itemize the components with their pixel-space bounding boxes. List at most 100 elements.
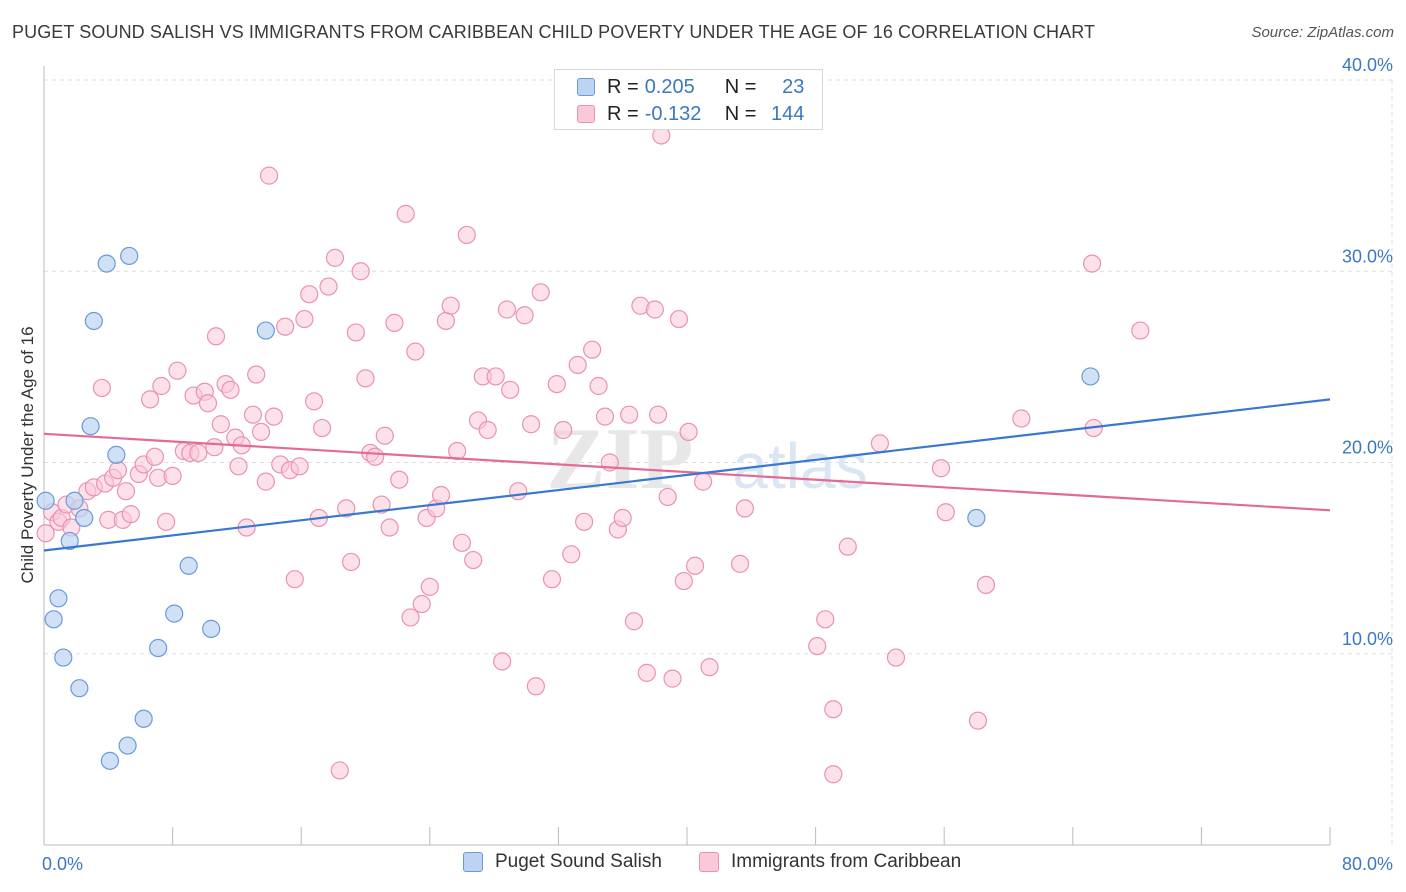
data-point-caribbean xyxy=(501,380,520,399)
data-point-salish xyxy=(44,610,63,629)
data-point-caribbean xyxy=(121,505,140,524)
data-point-caribbean xyxy=(685,556,705,575)
data-point-caribbean xyxy=(243,405,263,424)
trend-line-caribbean xyxy=(43,432,1331,512)
data-point-caribbean xyxy=(457,225,476,245)
data-point-caribbean xyxy=(595,407,615,426)
data-point-caribbean xyxy=(256,472,275,491)
legend-swatch-pink xyxy=(577,105,595,123)
legend-row-immigrants-from-caribbean: R = -0.132 N = 144 xyxy=(577,101,804,127)
data-point-caribbean xyxy=(542,570,562,589)
axes xyxy=(43,66,1331,846)
data-point-salish xyxy=(97,254,116,273)
y-tick-label: 20.0% xyxy=(1342,438,1393,458)
legend-n-value: 23 xyxy=(782,75,805,98)
y-tick-label: 40.0% xyxy=(1342,55,1393,75)
data-point-caribbean xyxy=(319,277,338,296)
data-point-salish xyxy=(49,589,68,608)
data-point-caribbean xyxy=(140,390,160,409)
data-point-caribbean xyxy=(366,447,385,466)
source-credit: Source: ZipAtlas.com xyxy=(1251,24,1394,41)
data-point-caribbean xyxy=(264,407,283,426)
data-point-caribbean xyxy=(221,380,240,399)
data-point-caribbean xyxy=(521,415,541,434)
data-point-caribbean xyxy=(931,459,951,478)
y-tick-label: 30.0% xyxy=(1342,246,1393,266)
data-point-salish xyxy=(107,445,126,464)
data-point-caribbean xyxy=(554,420,573,440)
data-point-caribbean xyxy=(968,711,988,730)
data-point-caribbean xyxy=(351,262,370,281)
data-point-salish xyxy=(179,556,198,575)
data-point-caribbean xyxy=(693,472,713,491)
data-point-caribbean xyxy=(372,495,391,514)
data-point-caribbean xyxy=(375,426,394,445)
data-point-caribbean xyxy=(838,537,857,556)
trend-lines xyxy=(43,398,1331,552)
data-point-caribbean xyxy=(568,355,587,375)
data-point-caribbean xyxy=(497,300,517,319)
data-point-salish xyxy=(70,679,89,698)
data-point-caribbean xyxy=(547,374,566,394)
data-point-caribbean xyxy=(624,612,644,631)
data-point-caribbean xyxy=(645,300,664,319)
data-point-caribbean xyxy=(330,761,349,780)
data-point-caribbean xyxy=(396,204,415,223)
data-point-caribbean xyxy=(730,554,750,573)
data-point-caribbean xyxy=(808,636,827,656)
data-point-caribbean xyxy=(36,524,55,543)
watermark-atlas: atlas xyxy=(732,430,867,502)
data-point-caribbean xyxy=(637,663,656,682)
data-point-caribbean xyxy=(259,166,279,185)
data-point-caribbean xyxy=(515,306,534,325)
data-point-caribbean xyxy=(1012,409,1031,428)
data-point-caribbean xyxy=(886,648,906,667)
legend-row-puget-sound-salish: R = 0.205 N = 23 xyxy=(577,74,804,100)
data-point-caribbean xyxy=(486,367,505,386)
trend-line-salish xyxy=(43,398,1331,552)
data-point-salish xyxy=(134,709,153,728)
legend-swatch-blue xyxy=(577,78,595,96)
data-point-salish xyxy=(149,638,168,658)
data-point-caribbean xyxy=(312,418,332,438)
data-point-caribbean xyxy=(562,545,581,564)
legend-series-name: Immigrants from Caribbean xyxy=(731,851,962,872)
data-point-salish xyxy=(120,246,139,266)
data-point-caribbean xyxy=(152,376,171,396)
data-point-caribbean xyxy=(145,447,165,466)
legend-item-immigrants-from-caribbean[interactable]: Immigrants from Caribbean xyxy=(699,851,961,873)
data-point-caribbean xyxy=(163,466,182,485)
legend-r-label: R = xyxy=(607,75,639,98)
data-point-caribbean xyxy=(531,283,550,302)
data-point-salish xyxy=(967,508,986,528)
series-legend: Puget Sound Salish Immigrants from Carib… xyxy=(0,851,1406,877)
legend-n-label: N = xyxy=(724,102,757,125)
legend-series-name: Puget Sound Salish xyxy=(495,851,662,872)
data-point-caribbean xyxy=(824,765,843,784)
data-point-caribbean xyxy=(448,441,467,461)
data-point-caribbean xyxy=(390,470,409,489)
data-point-caribbean xyxy=(337,499,356,518)
data-point-salish xyxy=(118,736,137,755)
y-tick-label: 10.0% xyxy=(1342,629,1393,649)
data-point-caribbean xyxy=(295,309,314,329)
data-point-salish xyxy=(65,491,84,510)
data-point-caribbean xyxy=(441,296,460,315)
data-point-caribbean xyxy=(526,677,545,696)
data-point-caribbean xyxy=(674,571,693,591)
legend-swatch-pink xyxy=(699,852,719,872)
data-point-caribbean xyxy=(431,485,451,505)
data-point-salish xyxy=(36,491,55,510)
data-point-caribbean xyxy=(436,311,455,331)
series-immigrants-from-caribbean xyxy=(36,126,1150,784)
data-point-caribbean xyxy=(663,669,682,688)
data-point-caribbean xyxy=(276,317,295,336)
data-point-caribbean xyxy=(206,327,226,346)
legend-item-puget-sound-salish[interactable]: Puget Sound Salish xyxy=(463,851,662,873)
data-point-salish xyxy=(84,311,103,331)
data-point-salish xyxy=(60,531,79,551)
data-point-caribbean xyxy=(189,443,208,463)
data-point-caribbean xyxy=(341,552,361,572)
data-point-caribbean xyxy=(205,438,224,457)
data-point-caribbean xyxy=(1131,321,1150,340)
